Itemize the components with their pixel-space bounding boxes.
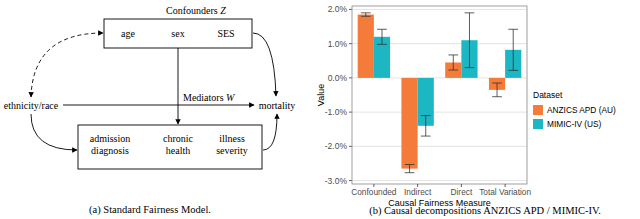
error-bar xyxy=(361,13,371,16)
x-tick-label: Total Variation xyxy=(479,187,531,197)
mediators-box xyxy=(78,125,262,169)
y-tick-label: 2.0% xyxy=(328,4,348,14)
diagram-arrow xyxy=(253,33,276,96)
diagram-text: admission xyxy=(90,133,131,144)
diagram-arrow xyxy=(63,105,254,106)
y-tick xyxy=(349,112,352,113)
diagram-text: diagnosis xyxy=(91,145,129,156)
legend: Dataset ANZICS APD (AU) MIMIC-IV (US) xyxy=(533,90,616,129)
x-tick-label: Direct xyxy=(451,187,473,197)
error-bar xyxy=(405,164,415,172)
error-bar xyxy=(421,116,431,137)
mediators-label: Mediators W xyxy=(183,92,236,103)
plot-background xyxy=(352,6,527,184)
legend-swatch xyxy=(533,105,543,115)
error-bar xyxy=(448,55,458,70)
diagram-arrow xyxy=(31,33,103,97)
legend-label: ANZICS APD (AU) xyxy=(547,105,616,115)
y-tick xyxy=(349,146,352,147)
diagram-text: health xyxy=(166,145,190,156)
y-tick-label: -3.0% xyxy=(325,176,348,186)
grid-line xyxy=(352,180,527,181)
legend-title: Dataset xyxy=(533,90,563,100)
confounders-box xyxy=(104,19,252,48)
y-tick xyxy=(349,77,352,78)
y-tick-label: 0.0% xyxy=(328,73,348,83)
diagram-text: sex xyxy=(171,28,184,39)
y-axis-title: Value xyxy=(316,84,326,106)
y-tick xyxy=(349,43,352,44)
bar xyxy=(401,78,417,169)
confounders-label: Confounders Z xyxy=(166,5,226,16)
y-tick xyxy=(349,180,352,181)
error-bar xyxy=(465,13,475,68)
figure: Confounders ZagesexSESMediators Wadmissi… xyxy=(0,0,640,219)
symbol-text: Z xyxy=(220,5,226,16)
y-tick-label: 1.0% xyxy=(328,39,348,49)
bar-chart: -3.0% -2.0% -1.0% 0.0% 1.0% 2.0% Confounded Ind… xyxy=(316,4,616,217)
grid-line xyxy=(352,9,527,10)
diagram-text: severity xyxy=(216,145,248,156)
legend-swatch xyxy=(533,119,543,129)
grid-line xyxy=(352,112,527,113)
diagram-text: ethnicity/race xyxy=(4,100,59,111)
x-tick-label: Indirect xyxy=(404,187,432,197)
error-bar xyxy=(492,83,502,97)
plot-frame xyxy=(352,6,527,184)
label-text: Mediators xyxy=(183,92,226,103)
error-bar xyxy=(377,29,387,44)
chart-caption: (b) Causal decompositions ANZICS APD / M… xyxy=(369,205,601,217)
y-tick-label: -1.0% xyxy=(325,107,348,117)
diagram-arrow xyxy=(178,48,179,124)
grid-line xyxy=(352,146,527,147)
diagram-arrow xyxy=(31,114,77,150)
label-text: Confounders xyxy=(166,5,220,16)
symbol-text: W xyxy=(226,92,236,103)
diagram-text: SES xyxy=(217,28,234,39)
error-bar xyxy=(508,29,518,70)
bars xyxy=(358,13,522,173)
x-tick-label: Confounded xyxy=(351,187,397,197)
diagram-text: (a) Standard Fairness Model. xyxy=(89,204,211,216)
diagram-text: mortality xyxy=(259,100,296,111)
fairness-diagram: Confounders ZagesexSESMediators Wadmissi… xyxy=(4,5,296,216)
bar xyxy=(358,15,374,78)
diagram-arrow xyxy=(263,114,277,150)
diagram-text: chronic xyxy=(163,133,194,144)
y-tick-label: -2.0% xyxy=(325,141,348,151)
y-tick xyxy=(349,9,352,10)
diagram-text: age xyxy=(121,28,135,39)
legend-label: MIMIC-IV (US) xyxy=(547,119,602,129)
diagram-text: illness xyxy=(219,133,245,144)
